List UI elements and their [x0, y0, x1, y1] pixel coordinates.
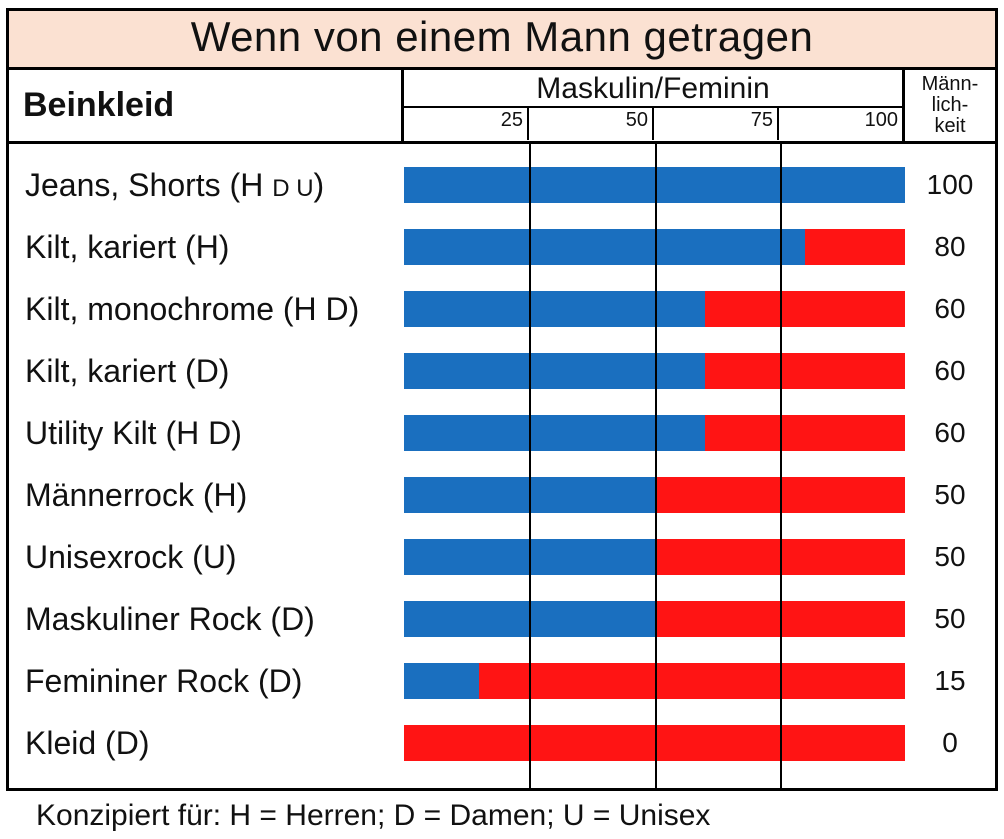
row-score: 50	[905, 464, 995, 526]
stacked-bar	[404, 663, 905, 699]
row-label: Männerrock (H)	[25, 477, 247, 514]
row-score: 60	[905, 278, 995, 340]
column-header-label: Beinkleid	[9, 70, 404, 141]
axis-tick: 75	[654, 106, 779, 140]
scores-column: 10080606060505050150	[905, 144, 995, 788]
axis-tick: 100	[779, 106, 902, 140]
row-label: Kilt, kariert (H)	[25, 229, 229, 266]
bar-segment-masculine	[404, 353, 705, 389]
row-label: Maskuliner Rock (D)	[25, 601, 315, 638]
bar-segment-masculine	[404, 167, 905, 203]
chart-body: Jeans, Shorts (H D U) Kilt, kariert (H) Ki…	[9, 144, 995, 788]
row-label: Utility Kilt (H D)	[25, 415, 242, 452]
bar-slot	[404, 712, 905, 774]
bar-segment-feminine	[805, 229, 905, 265]
bar-segment-masculine	[404, 477, 655, 513]
column-header-score: Männ-lich-keit	[905, 70, 995, 141]
row-label: Unisexrock (U)	[25, 539, 237, 576]
bar-slot	[404, 216, 905, 278]
table-row: Jeans, Shorts (H D U)	[25, 154, 404, 216]
stacked-bar	[404, 229, 905, 265]
bar-slot	[404, 154, 905, 216]
table-row: Utility Kilt (H D)	[25, 402, 404, 464]
stacked-bar	[404, 477, 905, 513]
column-header-chart: Maskulin/Feminin 255075100	[404, 70, 905, 141]
chart-frame: Wenn von einem Mann getragen Beinkleid M…	[6, 8, 998, 791]
score-header-line: Männ-	[907, 74, 993, 95]
chart-axis-title: Maskulin/Feminin	[404, 70, 902, 106]
bar-segment-feminine	[655, 539, 906, 575]
row-score: 50	[905, 588, 995, 650]
bar-slot	[404, 650, 905, 712]
score-header-line: keit	[907, 116, 993, 137]
bar-segment-feminine	[404, 725, 905, 761]
table-row: Kleid (D)	[25, 712, 404, 774]
bar-slot	[404, 588, 905, 650]
row-label: Femininer Rock (D)	[25, 663, 302, 700]
table-row: Männerrock (H)	[25, 464, 404, 526]
score-header-line: lich-	[907, 95, 993, 116]
table-row: Femininer Rock (D)	[25, 650, 404, 712]
row-label: Jeans, Shorts (H D U)	[25, 167, 324, 204]
row-score: 100	[905, 154, 995, 216]
bar-segment-feminine	[655, 601, 906, 637]
bar-segment-masculine	[404, 291, 705, 327]
table-row: Kilt, monochrome (H D)	[25, 278, 404, 340]
chart-title: Wenn von einem Mann getragen	[9, 11, 995, 70]
stacked-bar	[404, 415, 905, 451]
axis-tick: 25	[404, 106, 529, 140]
bar-segment-feminine	[705, 415, 905, 451]
table-row: Kilt, kariert (D)	[25, 340, 404, 402]
row-score: 80	[905, 216, 995, 278]
bar-segment-feminine	[705, 291, 905, 327]
bar-slot	[404, 402, 905, 464]
table-row: Unisexrock (U)	[25, 526, 404, 588]
axis-ticks-row: 255075100	[404, 106, 902, 140]
bar-segment-feminine	[655, 477, 906, 513]
chart-container: Wenn von einem Mann getragen Beinkleid M…	[0, 0, 1004, 833]
stacked-bar	[404, 167, 905, 203]
axis-tick: 50	[529, 106, 654, 140]
bar-segment-masculine	[404, 539, 655, 575]
bars-column	[404, 144, 905, 788]
stacked-bar	[404, 601, 905, 637]
row-label: Kleid (D)	[25, 725, 149, 762]
row-label: Kilt, kariert (D)	[25, 353, 229, 390]
row-score: 60	[905, 402, 995, 464]
bar-segment-masculine	[404, 663, 479, 699]
row-label: Kilt, monochrome (H D)	[25, 291, 359, 328]
bar-segment-masculine	[404, 229, 805, 265]
stacked-bar	[404, 539, 905, 575]
stacked-bar	[404, 291, 905, 327]
row-score: 0	[905, 712, 995, 774]
header-row: Beinkleid Maskulin/Feminin 255075100 Män…	[9, 70, 995, 144]
row-score: 15	[905, 650, 995, 712]
legend-footer: Konzipiert für: H = Herren; D = Damen; U…	[6, 791, 998, 833]
bar-segment-feminine	[479, 663, 905, 699]
table-row: Kilt, kariert (H)	[25, 216, 404, 278]
row-score: 50	[905, 526, 995, 588]
bar-slot	[404, 526, 905, 588]
row-score: 60	[905, 340, 995, 402]
stacked-bar	[404, 725, 905, 761]
table-row: Maskuliner Rock (D)	[25, 588, 404, 650]
bar-slot	[404, 340, 905, 402]
bar-segment-masculine	[404, 601, 655, 637]
stacked-bar	[404, 353, 905, 389]
labels-column: Jeans, Shorts (H D U) Kilt, kariert (H) Ki…	[9, 144, 404, 788]
bar-slot	[404, 278, 905, 340]
bar-segment-feminine	[705, 353, 905, 389]
bar-segment-masculine	[404, 415, 705, 451]
bar-slot	[404, 464, 905, 526]
